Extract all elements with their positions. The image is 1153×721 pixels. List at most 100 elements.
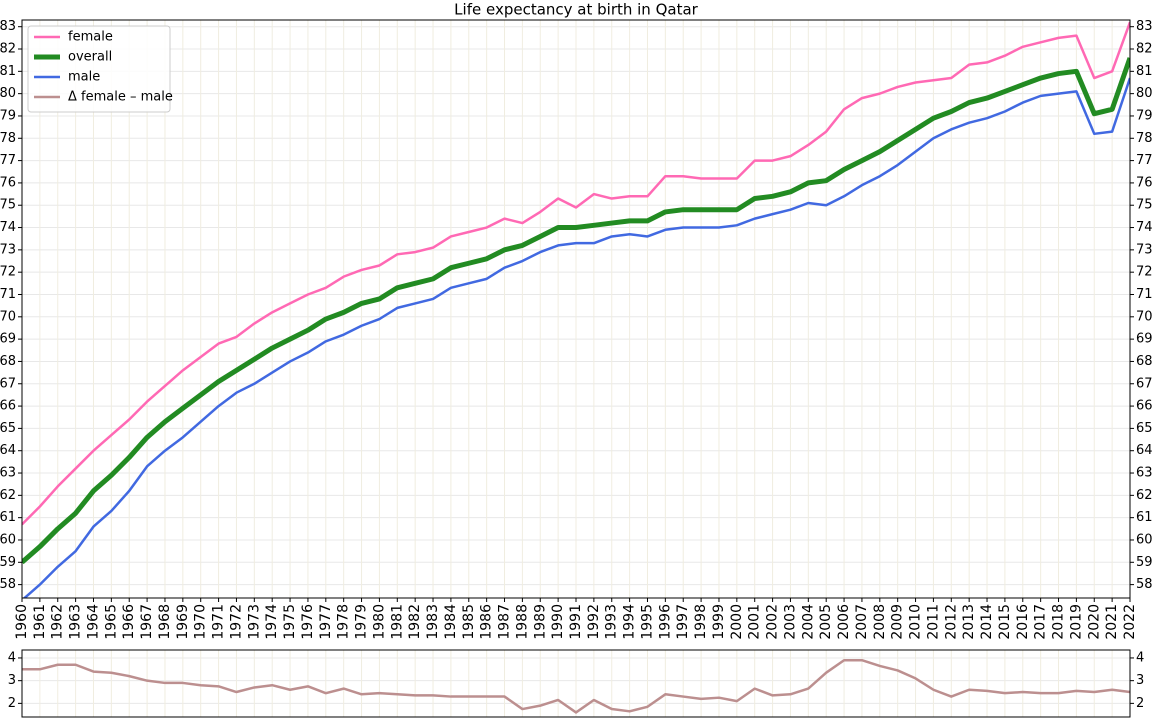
x-tick-label: 2003	[782, 604, 798, 640]
x-tick-label: 1969	[175, 604, 191, 640]
x-tick-label: 2015	[997, 604, 1013, 640]
x-tick-label: 1971	[211, 604, 227, 640]
x-tick-label: 1975	[282, 604, 298, 640]
x-tick-label: 1997	[675, 604, 691, 640]
y-tick-label: 70	[0, 309, 16, 324]
series-line	[22, 21, 1130, 526]
x-tick-label: 1972	[228, 604, 244, 640]
series-line	[22, 658, 1130, 714]
x-tick-label: 2014	[979, 604, 995, 640]
y-tick-label: 73	[0, 242, 16, 257]
x-tick-label: 1962	[50, 604, 66, 640]
x-tick-label: 1999	[711, 604, 727, 640]
y-tick-label: 79	[0, 108, 16, 123]
x-tick-label: 1985	[461, 604, 477, 640]
series-line	[22, 57, 1130, 565]
y-tick-label: 66	[1136, 399, 1153, 414]
y-tick-label: 59	[0, 555, 16, 570]
x-tick-label: 2001	[747, 604, 763, 640]
y-tick-label: 58	[0, 577, 16, 592]
y-tick-label: 74	[0, 220, 16, 235]
plot-frame	[21, 649, 1131, 718]
x-tick-label: 2004	[800, 604, 816, 640]
y-tick-label: 72	[1136, 265, 1153, 280]
y-tick-label: 69	[1136, 332, 1153, 347]
y-tick-label: 80	[1136, 86, 1153, 101]
y-tick-label: 67	[1136, 376, 1153, 391]
x-tick-label: 1993	[604, 604, 620, 640]
x-tick-label: 2006	[836, 604, 852, 640]
y-tick-label: 3	[8, 673, 16, 688]
y-tick-label: 60	[1136, 532, 1153, 547]
x-tick-label: 2000	[729, 604, 745, 640]
chart-title: Life expectancy at birth in Qatar	[454, 1, 698, 19]
y-tick-label: 80	[0, 86, 16, 101]
x-tick-label: 2012	[943, 604, 959, 640]
x-tick-label: 2007	[854, 604, 870, 640]
legend-label: male	[68, 70, 100, 85]
x-tick-label: 1996	[657, 604, 673, 640]
x-tick-label: 1976	[300, 604, 316, 640]
x-tick-label: 1961	[32, 604, 48, 640]
x-tick-label: 1992	[586, 604, 602, 640]
y-tick-label: 65	[0, 421, 16, 436]
y-tick-label: 83	[1136, 19, 1153, 34]
x-tick-label: 1994	[622, 604, 638, 640]
x-tick-label: 1974	[264, 604, 280, 640]
x-tick-label: 2010	[908, 604, 924, 640]
y-tick-label: 67	[0, 376, 16, 391]
x-tick-label: 1981	[389, 604, 405, 640]
y-tick-label: 81	[0, 64, 16, 79]
y-tick-label: 2	[1136, 696, 1144, 711]
y-tick-label: 4	[8, 650, 16, 665]
x-tick-label: 2011	[925, 604, 941, 640]
y-tick-label: 77	[1136, 153, 1153, 168]
y-tick-label: 77	[0, 153, 16, 168]
x-tick-label: 1964	[85, 604, 101, 640]
x-tick-label: 1987	[497, 604, 513, 640]
x-tick-label: 1990	[550, 604, 566, 640]
y-tick-label: 59	[1136, 555, 1153, 570]
y-tick-label: 72	[0, 265, 16, 280]
y-tick-label: 68	[0, 354, 16, 369]
y-tick-label: 3	[1136, 673, 1144, 688]
y-tick-label: 74	[1136, 220, 1153, 235]
x-tick-label: 2021	[1104, 604, 1120, 640]
legend-box	[27, 25, 171, 113]
x-tick-label: 1967	[139, 604, 155, 640]
legend-label: Δ female – male	[68, 90, 173, 105]
x-tick-label: 2002	[765, 604, 781, 640]
y-tick-label: 75	[1136, 198, 1153, 213]
x-tick-label: 1989	[532, 604, 548, 640]
legend-label: overall	[68, 50, 112, 65]
y-tick-label: 81	[1136, 64, 1153, 79]
x-tick-label: 1979	[354, 604, 370, 640]
y-tick-label: 64	[0, 443, 16, 458]
x-tick-label: 1973	[246, 604, 262, 640]
x-tick-label: 1978	[336, 604, 352, 640]
x-tick-label: 1995	[639, 604, 655, 640]
x-tick-label: 1963	[68, 604, 84, 640]
y-tick-label: 76	[1136, 175, 1153, 190]
x-tick-label: 2008	[872, 604, 888, 640]
x-tick-label: 1965	[103, 604, 119, 640]
y-tick-label: 69	[0, 332, 16, 347]
y-tick-label: 73	[1136, 242, 1153, 257]
x-tick-label: 2009	[890, 604, 906, 640]
x-tick-label: 2017	[1033, 604, 1049, 640]
y-tick-label: 61	[0, 510, 16, 525]
x-tick-label: 1991	[568, 604, 584, 640]
series-line	[22, 77, 1130, 598]
x-tick-label: 1968	[157, 604, 173, 640]
x-tick-label: 1970	[193, 604, 209, 640]
y-tick-label: 63	[0, 466, 16, 481]
x-tick-label: 1986	[479, 604, 495, 640]
x-tick-label: 1983	[425, 604, 441, 640]
y-tick-label: 60	[0, 532, 16, 547]
y-tick-label: 61	[1136, 510, 1153, 525]
x-tick-label: 1960	[14, 604, 30, 640]
y-tick-label: 4	[1136, 650, 1144, 665]
x-tick-label: 1966	[121, 604, 137, 640]
y-tick-label: 68	[1136, 354, 1153, 369]
y-tick-label: 82	[0, 42, 16, 57]
